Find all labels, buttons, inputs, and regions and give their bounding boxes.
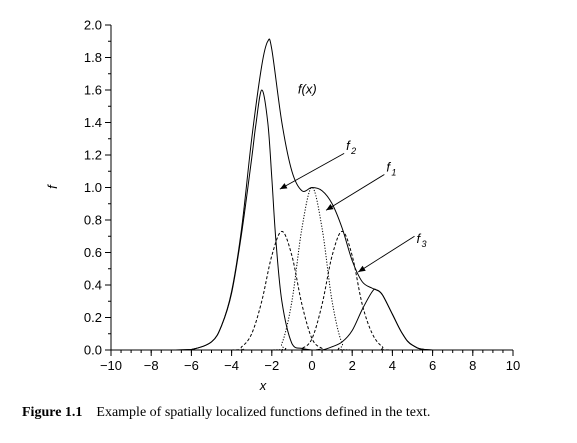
series-line-2 [111,230,513,351]
y-tick-label: 1.6 [84,83,102,98]
series-line-4 [111,230,513,351]
annotation-label-4: f [417,231,422,246]
annotation-subscript-2: 2 [350,146,356,156]
annotation-arrow-line-4 [357,235,415,273]
y-tick-label: 0.6 [84,245,102,260]
x-tick-label: 10 [506,358,520,373]
y-tick-label: 0.8 [84,213,102,228]
figure-caption: Figure 1.1 Example of spatially localized… [22,405,572,421]
y-tick-label: 1.8 [84,50,102,65]
x-tick-label: 6 [429,358,436,373]
y-tick-label: 1.4 [84,115,102,130]
series-line-1 [111,89,513,351]
series-line-6 [111,38,513,351]
annotation-layer: f(x)f 2f 1f 3 [279,81,427,273]
y-axis-title: f [45,184,60,189]
x-tick-label: −4 [224,358,239,373]
y-tick-label: 0.0 [84,343,102,358]
series-line-5 [111,288,513,351]
y-tick-label: 1.2 [84,148,102,163]
caption-text: Example of spatially localized functions… [96,405,431,420]
x-tick-label: 8 [469,358,476,373]
annotation-label-2: f [346,138,351,153]
annotation-arrowhead-2 [279,183,288,190]
chart: −10 −8 −6 −4 −2 0 2 4 6 8 10 0.0 0.2 0.4 0.6 0.8 1.0 1.2 1… [45,18,520,394]
x-tick-label: 2 [349,358,356,373]
y-tick-label: 0.4 [84,278,102,293]
y-tick-label: 2.0 [84,18,102,33]
annotation-arrow-line-3 [325,174,385,211]
x-tick-label: 0 [308,358,315,373]
annotation-arrowhead-3 [326,204,334,211]
chart-svg: −10 −8 −6 −4 −2 0 2 4 6 8 10 0.0 0.2 0.4 0.6 0.8 1.0 1.2 1… [45,18,520,394]
axes-layer: −10 −8 −6 −4 −2 0 2 4 6 8 10 0.0 0.2 0.4 0.6 0.8 1.0 1.2 1… [45,18,520,394]
x-tick-label: −10 [100,358,122,373]
caption-label: Figure 1.1 [22,405,83,420]
series-line-3 [111,186,513,351]
annotation-arrow-line-2 [279,152,345,190]
series-layer [111,38,513,351]
x-tick-label: 4 [389,358,396,373]
annotation-label-3: f [386,159,391,174]
x-tick-label: −8 [144,358,159,373]
annotation-subscript-3: 1 [391,167,396,177]
y-tick-label: 1.0 [84,180,102,195]
annotation-subscript-4: 3 [422,239,427,249]
x-tick-label: −2 [264,358,279,373]
annotation-arrowhead-4 [358,265,366,272]
annotation-label-1: f(x) [298,81,317,96]
x-tick-label: −6 [184,358,199,373]
x-axis-title: x [259,378,267,393]
y-tick-label: 0.2 [84,310,102,325]
